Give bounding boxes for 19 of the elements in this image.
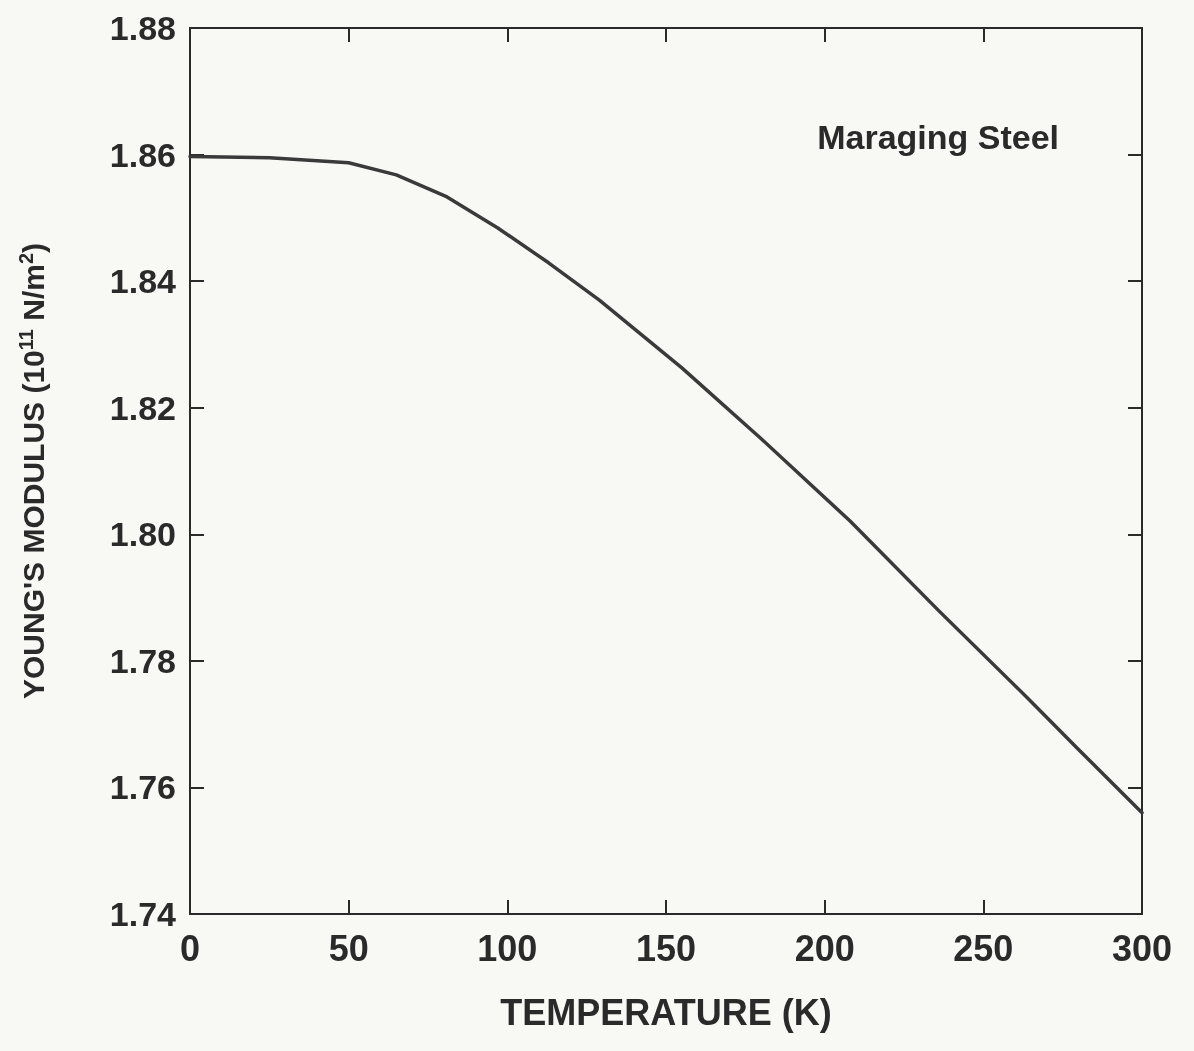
line-series	[188, 154, 1144, 815]
x-tick-label: 300	[1111, 927, 1173, 969]
x-tick-label: 250	[953, 927, 1014, 969]
y-tick-label: 1.74	[109, 895, 177, 933]
y-tick-label: 1.86	[109, 135, 176, 174]
x-axis-title: TEMPERATURE (K)	[500, 991, 832, 1033]
x-tick-label: 0	[179, 927, 201, 969]
y-tick-label: 1.82	[109, 388, 176, 427]
x-tick-label: 50	[328, 927, 369, 969]
y-tick-label: 1.88	[109, 9, 176, 47]
y-axis-title: YOUNG'S MODULUS (1011 N/m2)	[15, 242, 50, 700]
y-tick-label: 1.80	[109, 515, 176, 554]
annotation: Maraging Steel	[817, 118, 1060, 156]
x-tick-label: 100	[477, 927, 538, 969]
y-tick-label: 1.76	[109, 768, 176, 807]
x-tick-label: 200	[794, 927, 855, 969]
x-tick-label: 150	[635, 927, 697, 969]
y-tick-label: 1.78	[109, 641, 176, 680]
y-tick-label: 1.84	[109, 262, 177, 301]
